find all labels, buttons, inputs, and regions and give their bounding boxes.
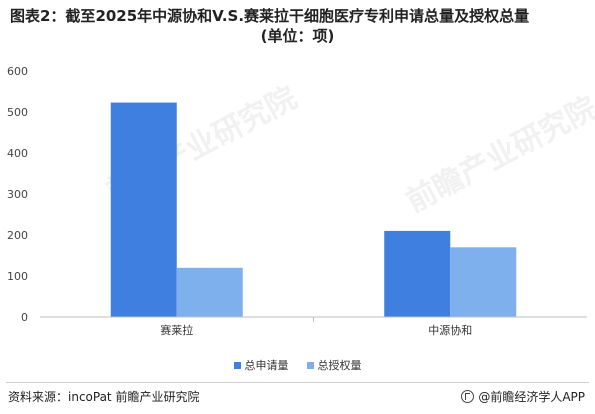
brand-logo-icon (461, 390, 475, 403)
legend-swatch-series1 (233, 361, 241, 369)
y-tick-label: 400 (7, 147, 28, 160)
legend-label-series2: 总授权量 (317, 359, 362, 372)
y-tick-label: 100 (7, 270, 28, 283)
legend: 总申请量 总授权量 (0, 357, 595, 373)
brand: @前瞻经济学人APP (461, 388, 585, 405)
x-axis-labels: 赛莱拉 中源协和 (160, 317, 472, 337)
y-tick-label: 500 (7, 106, 28, 119)
x-tick-label: 中源协和 (428, 323, 472, 337)
chart-title: 图表2：截至2025年中源协和V.S.赛莱拉干细胞医疗专利申请总量及授权总量 (… (10, 6, 585, 46)
bar-series2 (176, 267, 243, 317)
brand-text: @前瞻经济学人APP (478, 390, 585, 404)
bar-series2 (450, 247, 517, 317)
y-tick-label: 200 (7, 229, 28, 242)
bars (110, 102, 517, 317)
y-tick-label: 300 (7, 188, 28, 201)
y-tick-label: 600 (7, 65, 28, 78)
footer: 资料来源：incoPat 前瞻产业研究院 @前瞻经济学人APP (0, 382, 595, 414)
bar-chart: 0 100 200 300 400 500 600 赛莱拉 中源协和 (7, 65, 587, 337)
source-text: 资料来源：incoPat 前瞻产业研究院 (8, 390, 200, 404)
y-tick-label: 0 (21, 311, 28, 324)
bar-series1 (384, 230, 451, 317)
bar-series1 (110, 102, 177, 317)
footer-divider (6, 382, 589, 383)
x-tick-label: 赛莱拉 (160, 323, 193, 337)
chart-title-line2: (单位：项) (260, 27, 335, 45)
legend-label-series1: 总申请量 (244, 359, 289, 372)
chart-title-line1: 图表2：截至2025年中源协和V.S.赛莱拉干细胞医疗专利申请总量及授权总量 (10, 7, 530, 25)
legend-item-series1: 总申请量 (233, 357, 289, 373)
y-axis-ticks: 0 100 200 300 400 500 600 (7, 65, 28, 324)
legend-item-series2: 总授权量 (306, 357, 362, 373)
legend-swatch-series2 (306, 361, 314, 369)
